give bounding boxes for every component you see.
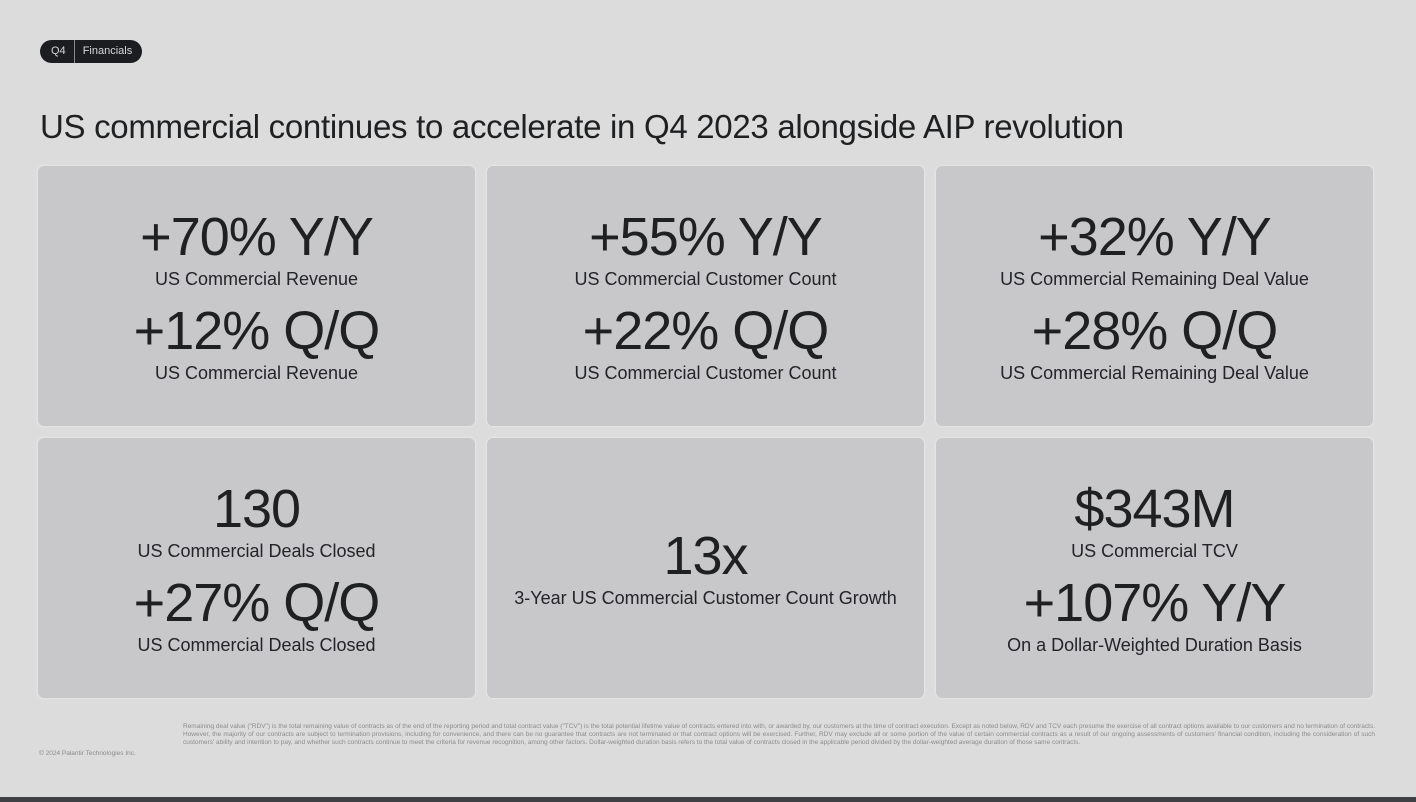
metric-label: US Commercial TCV [1071,541,1238,561]
card-us-commercial-deals-closed: 130 US Commercial Deals Closed +27% Q/Q … [38,438,475,698]
card-us-commercial-rdv: +32% Y/Y US Commercial Remaining Deal Va… [936,166,1373,426]
metric-value: +32% Y/Y [1038,207,1272,267]
metric-label: US Commercial Revenue [154,363,359,383]
metric: 130 US Commercial Deals Closed [137,480,375,562]
metric: +55% Y/Y US Commercial Customer Count [574,208,836,290]
bottom-bar [0,797,1416,802]
metric-label: US Commercial Revenue [154,269,359,289]
metric: +107% Y/Y On a Dollar-Weighted Duration … [1007,574,1302,656]
metric: +22% Q/Q US Commercial Customer Count [574,302,836,384]
metric: $343M US Commercial TCV [1071,480,1238,562]
metric-label: US Commercial Deals Closed [137,635,376,655]
metric-label: US Commercial Remaining Deal Value [1000,269,1309,289]
metric-value: +55% Y/Y [589,207,823,267]
metric: +12% Q/Q US Commercial Revenue [133,301,381,384]
metric-value: +22% Q/Q [582,301,830,361]
card-us-commercial-tcv: $343M US Commercial TCV +107% Y/Y On a D… [936,438,1373,698]
metric-label: US Commercial Remaining Deal Value [1000,363,1309,383]
metric: +32% Y/Y US Commercial Remaining Deal Va… [1000,208,1309,290]
section-tag-period: Q4 [51,40,75,63]
card-us-commercial-customer-count: +55% Y/Y US Commercial Customer Count +2… [487,166,924,426]
metric-value: +12% Q/Q [133,301,381,361]
metric-value: $343M [1074,479,1235,539]
card-us-commercial-revenue: +70% Y/Y US Commercial Revenue +12% Q/Q … [38,166,475,426]
metric-label: 3-Year US Commercial Customer Count Grow… [514,588,897,608]
metric-value: 130 [212,479,301,539]
page-title: US commercial continues to accelerate in… [40,108,1124,145]
metric: 13x 3-Year US Commercial Customer Count … [514,527,896,609]
metric: +28% Q/Q US Commercial Remaining Deal Va… [1000,302,1309,384]
metric-value: +27% Q/Q [133,573,381,633]
metric-value: 13x [663,526,748,586]
metric-label: US Commercial Customer Count [574,363,837,383]
metric: +70% Y/Y US Commercial Revenue [140,207,374,290]
copyright: © 2024 Palantir Technologies Inc. [39,750,136,757]
metric-label: On a Dollar-Weighted Duration Basis [1007,635,1302,655]
section-tag: Q4 Financials [40,40,143,63]
card-customer-count-growth: 13x 3-Year US Commercial Customer Count … [487,438,924,698]
metrics-grid: +70% Y/Y US Commercial Revenue +12% Q/Q … [38,166,1373,698]
metric-value: +28% Q/Q [1031,301,1279,361]
section-tag-label: Financials [82,45,133,57]
disclaimer: Remaining deal value ("RDV") is the tota… [183,723,1375,746]
metric-label: US Commercial Deals Closed [137,541,376,561]
metric: +27% Q/Q US Commercial Deals Closed [133,573,381,656]
metric-value: +107% Y/Y [1023,573,1287,633]
metric-label: US Commercial Customer Count [574,269,837,289]
metric-value: +70% Y/Y [140,207,374,267]
